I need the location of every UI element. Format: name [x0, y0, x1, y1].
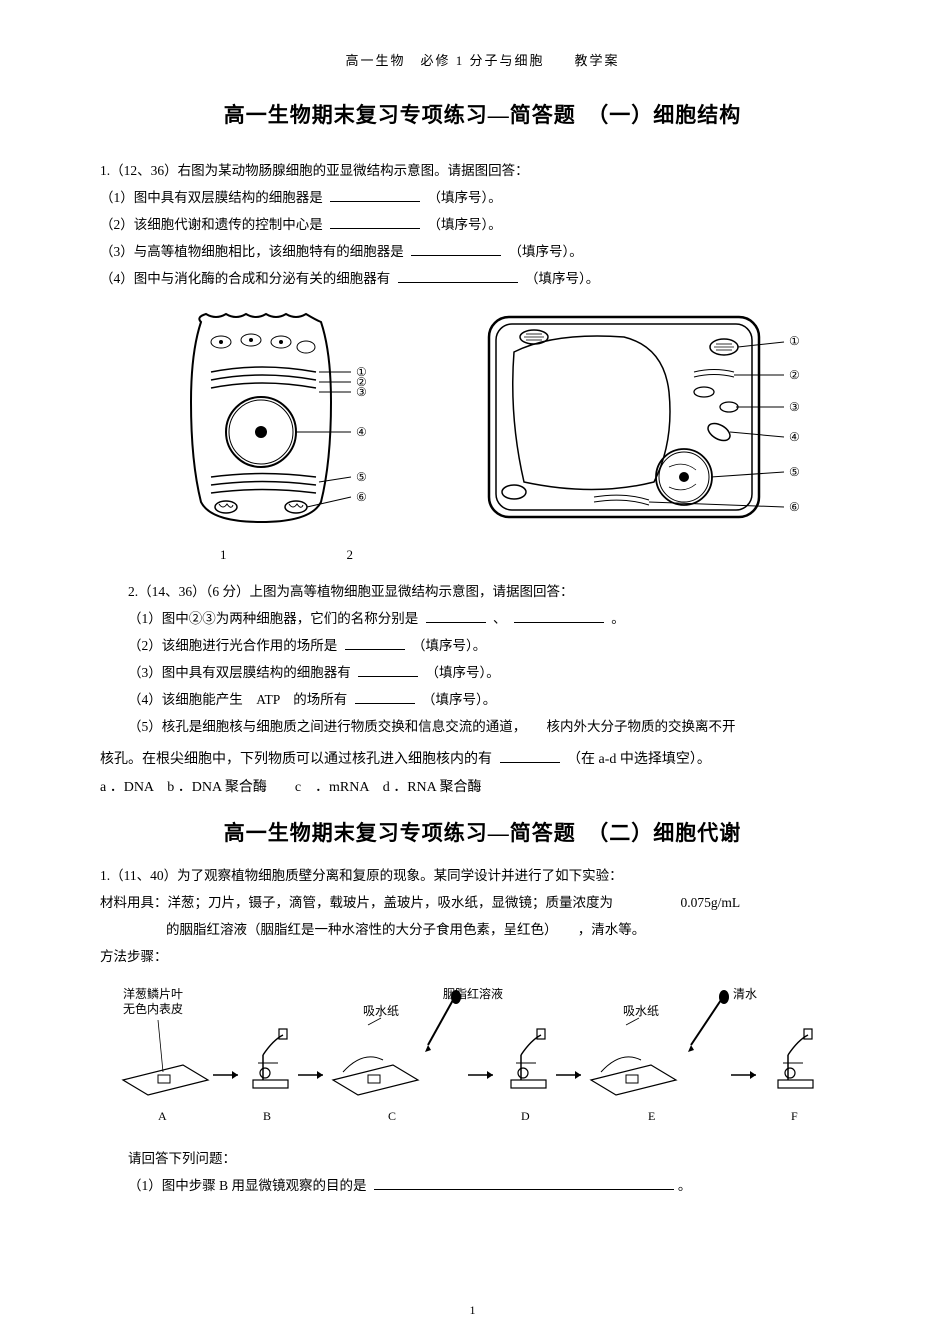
diagram-number-labels: 12: [220, 547, 865, 563]
q3-materials-label: 材料用具：: [100, 895, 168, 910]
q2-p1-suffix: 。: [611, 611, 625, 626]
q3-materials-text: 洋葱；刀片，镊子，滴管，载玻片，盖玻片，吸水纸，显微镜；质量浓度为 0.075g…: [168, 895, 741, 910]
animal-label-4: ④: [356, 425, 367, 439]
exp-paper2-label: 吸水纸: [623, 1004, 659, 1018]
exp-onion-label-l1: 洋葱鳞片叶: [123, 986, 183, 1001]
q2-part2: （2）该细胞进行光合作用的场所是 （填序号）。: [128, 632, 865, 659]
q3-p1-blank: [374, 1176, 674, 1190]
q2-p2-text: （2）该细胞进行光合作用的场所是: [128, 638, 337, 653]
q2-p5b-text: 核孔。在根尖细胞中，下列物质可以通过核孔进入细胞核内的有: [100, 752, 492, 767]
q2-p4-blank: [355, 690, 415, 704]
q2-p4-suffix: （填序号）。: [422, 692, 496, 707]
exp-label-A: A: [158, 1109, 167, 1123]
plant-label-4: ④: [789, 430, 800, 444]
plant-label-3: ③: [789, 400, 800, 414]
q3-answer-block: 请回答下列问题： （1）图中步骤 B 用显微镜观察的目的是 。: [100, 1145, 865, 1199]
q1-p4-text: （4）图中与消化酶的合成和分泌有关的细胞器有: [100, 271, 390, 286]
q2-part5a: （5）核孔是细胞核与细胞质之间进行物质交换和信息交流的通道， 核内外大分子物质的…: [128, 713, 865, 740]
q1-p1-text: （1）图中具有双层膜结构的细胞器是: [100, 190, 323, 205]
q1-part3: （3）与高等植物细胞相比，该细胞特有的细胞器是 （填序号）。: [100, 238, 865, 265]
q3-part1: （1）图中步骤 B 用显微镜观察的目的是 。: [128, 1172, 865, 1199]
diagram-label-1: 1: [220, 547, 347, 562]
question-1: 1.（12、36）右图为某动物肠腺细胞的亚显微结构示意图。请据图回答： （1）图…: [100, 157, 865, 292]
q1-part4: （4）图中与消化酶的合成和分泌有关的细胞器有 （填序号）。: [100, 265, 865, 292]
q1-p3-text: （3）与高等植物细胞相比，该细胞特有的细胞器是: [100, 244, 404, 259]
q2-intro: 2.（14、36）（6 分）上图为高等植物细胞亚显微结构示意图，请据图回答：: [128, 578, 865, 605]
question-3: 1.（11、40）为了观察植物细胞质壁分离和复原的现象。某同学设计并进行了如下实…: [100, 862, 865, 970]
q2-p5b-blank: [500, 749, 560, 763]
page-header: 高一生物 必修 1 分子与细胞 教学案: [100, 50, 865, 69]
question-2: 2.（14、36）（6 分）上图为高等植物细胞亚显微结构示意图，请据图回答： （…: [100, 578, 865, 740]
q1-p1-suffix: （填序号）。: [428, 190, 502, 205]
q2-part1: （1）图中②③为两种细胞器，它们的名称分别是 、 。: [128, 605, 865, 632]
exp-paper1-label: 吸水纸: [363, 1004, 399, 1018]
exp-label-B: B: [263, 1109, 271, 1123]
q2-p2-suffix: （填序号）。: [412, 638, 486, 653]
exp-label-E: E: [648, 1109, 655, 1123]
plant-label-1: ①: [789, 334, 800, 348]
q1-intro: 1.（12、36）右图为某动物肠腺细胞的亚显微结构示意图。请据图回答：: [100, 157, 865, 184]
q2-p1-text: （1）图中②③为两种细胞器，它们的名称分别是: [128, 611, 418, 626]
animal-cell-diagram: ① ② ③ ④ ⑤ ⑥: [171, 302, 411, 537]
q1-p3-suffix: （填序号）。: [509, 244, 583, 259]
q3-materials: 材料用具：洋葱；刀片，镊子，滴管，载玻片，盖玻片，吸水纸，显微镜；质量浓度为 0…: [100, 889, 865, 916]
q2-p1-mid: 、: [493, 611, 507, 626]
q1-p1-blank: [330, 188, 420, 202]
q2-part4: （4）该细胞能产生 ATP 的场所有 （填序号）。: [128, 686, 865, 713]
exp-label-D: D: [521, 1109, 530, 1123]
q3-materials2: 的胭脂红溶液（胭脂红是一种水溶性的大分子食用色素，呈红色） ，清水等。: [100, 916, 865, 943]
q3-intro: 1.（11、40）为了观察植物细胞质壁分离和复原的现象。某同学设计并进行了如下实…: [100, 862, 865, 889]
q1-p2-suffix: （填序号）。: [428, 217, 502, 232]
plant-label-2: ②: [789, 368, 800, 382]
q1-part1: （1）图中具有双层膜结构的细胞器是 （填序号）。: [100, 184, 865, 211]
q1-p2-blank: [330, 215, 420, 229]
exp-label-F: F: [791, 1109, 798, 1123]
cell-diagrams-row: ① ② ③ ④ ⑤ ⑥: [140, 302, 865, 537]
exp-onion-label-l2: 无色内表皮: [123, 1002, 183, 1016]
exp-water-label: 清水: [733, 987, 757, 1001]
q2-p5b-suffix: （在 a-d 中选择填空）。: [567, 752, 711, 767]
experiment-steps-diagram: 洋葱鳞片叶 无色内表皮 吸水纸 胭脂红溶液 吸水纸 清水: [100, 980, 865, 1135]
q3-answer-label: 请回答下列问题：: [128, 1145, 865, 1172]
animal-label-5: ⑤: [356, 470, 367, 484]
plant-label-5: ⑤: [789, 465, 800, 479]
q2-part3: （3）图中具有双层膜结构的细胞器有 （填序号）。: [128, 659, 865, 686]
animal-label-6: ⑥: [356, 490, 367, 504]
q2-p3-suffix: （填序号）。: [426, 665, 500, 680]
exp-label-C: C: [388, 1109, 396, 1123]
q2-p3-blank: [358, 663, 418, 677]
q2-p1-blank2: [514, 609, 604, 623]
q1-p4-blank: [398, 269, 518, 283]
q1-p2-text: （2）该细胞代谢和遗传的控制中心是: [100, 217, 323, 232]
section-title-1: 高一生物期末复习专项练习—简答题 （一）细胞结构: [100, 99, 865, 129]
q2-part5b: 核孔。在根尖细胞中，下列物质可以通过核孔进入细胞核内的有 （在 a-d 中选择填…: [100, 746, 865, 774]
plant-label-6: ⑥: [789, 500, 800, 514]
q2-p4-text: （4）该细胞能产生 ATP 的场所有: [128, 692, 347, 707]
q1-p3-blank: [411, 242, 501, 256]
q3-method-label: 方法步骤：: [100, 943, 865, 970]
q2-p1-blank1: [426, 609, 486, 623]
section-title-2: 高一生物期末复习专项练习—简答题 （二）细胞代谢: [100, 817, 865, 847]
q2-options: a ．DNA b ．DNA 聚合酶 c ．mRNA d ．RNA 聚合酶: [100, 774, 865, 802]
q2-p3-text: （3）图中具有双层膜结构的细胞器有: [128, 665, 351, 680]
q1-part2: （2）该细胞代谢和遗传的控制中心是 （填序号）。: [100, 211, 865, 238]
q2-p2-blank: [345, 636, 405, 650]
page-number: 1: [470, 1303, 476, 1318]
q3-p1-text: （1）图中步骤 B 用显微镜观察的目的是: [128, 1178, 367, 1193]
diagram-label-2: 2: [347, 547, 474, 562]
q1-p4-suffix: （填序号）。: [525, 271, 599, 286]
plant-cell-diagram: ① ② ③ ④ ⑤ ⑥: [474, 302, 834, 537]
animal-label-3: ③: [356, 385, 367, 399]
